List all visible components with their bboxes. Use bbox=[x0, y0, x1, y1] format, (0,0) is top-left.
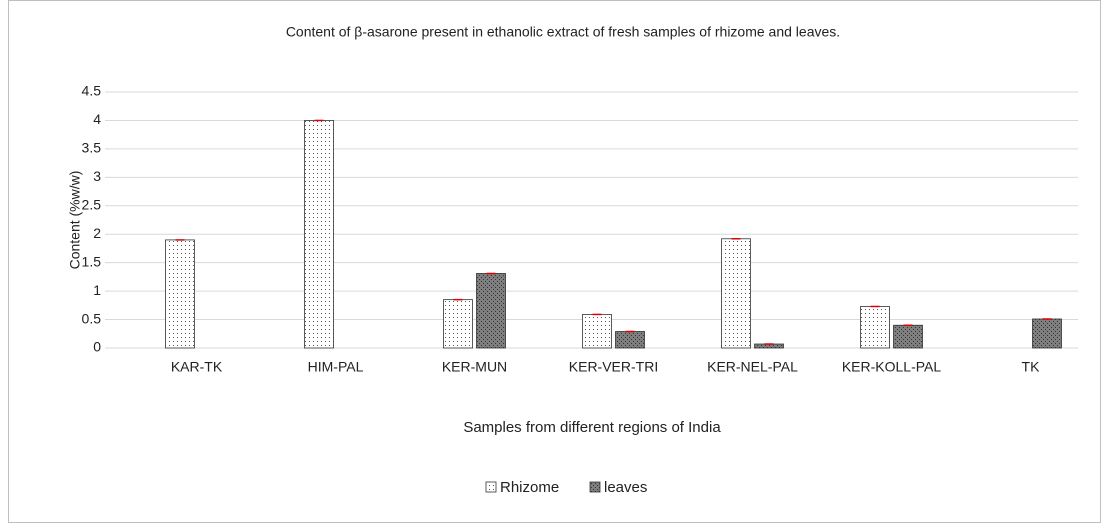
legend-label: leaves bbox=[604, 479, 647, 496]
y-axis-label: Content (%w/w) bbox=[67, 171, 83, 270]
y-tick-label: 3 bbox=[93, 168, 101, 184]
y-tick-label: 3.5 bbox=[82, 140, 102, 156]
bar bbox=[860, 306, 890, 349]
x-tick-label: KER-NEL-PAL bbox=[707, 359, 798, 375]
x-tick-label: KER-MUN bbox=[442, 359, 507, 375]
y-tick-label: 4 bbox=[93, 111, 101, 127]
legend-swatch bbox=[589, 481, 601, 493]
y-tick-label: 2 bbox=[93, 225, 101, 241]
x-tick-label: KAR-TK bbox=[171, 359, 223, 375]
y-tick-label: 1.5 bbox=[82, 253, 102, 269]
bar bbox=[893, 324, 923, 349]
chart-title: Content of β-asarone present in ethanoli… bbox=[286, 24, 840, 40]
x-tick-label: KER-VER-TRI bbox=[569, 359, 658, 375]
bar bbox=[304, 120, 334, 349]
y-tick-label: 0.5 bbox=[82, 310, 102, 326]
bar bbox=[476, 273, 506, 349]
bar bbox=[1032, 318, 1062, 349]
bar bbox=[721, 238, 751, 349]
bar bbox=[582, 314, 612, 349]
y-tick-label: 4.5 bbox=[82, 83, 102, 99]
bar bbox=[165, 239, 195, 349]
y-tick-label: 0 bbox=[93, 339, 101, 355]
legend-swatch bbox=[485, 481, 497, 493]
legend-label: Rhizome bbox=[500, 479, 559, 496]
x-axis-label: Samples from different regions of India bbox=[463, 419, 721, 436]
y-tick-label: 2.5 bbox=[82, 196, 102, 212]
x-tick-label: HIM-PAL bbox=[308, 359, 364, 375]
x-tick-label: KER-KOLL-PAL bbox=[842, 359, 942, 375]
y-tick-label: 1 bbox=[93, 282, 101, 298]
bar bbox=[443, 299, 473, 349]
bar bbox=[615, 331, 645, 349]
x-tick-label: TK bbox=[1022, 359, 1041, 375]
